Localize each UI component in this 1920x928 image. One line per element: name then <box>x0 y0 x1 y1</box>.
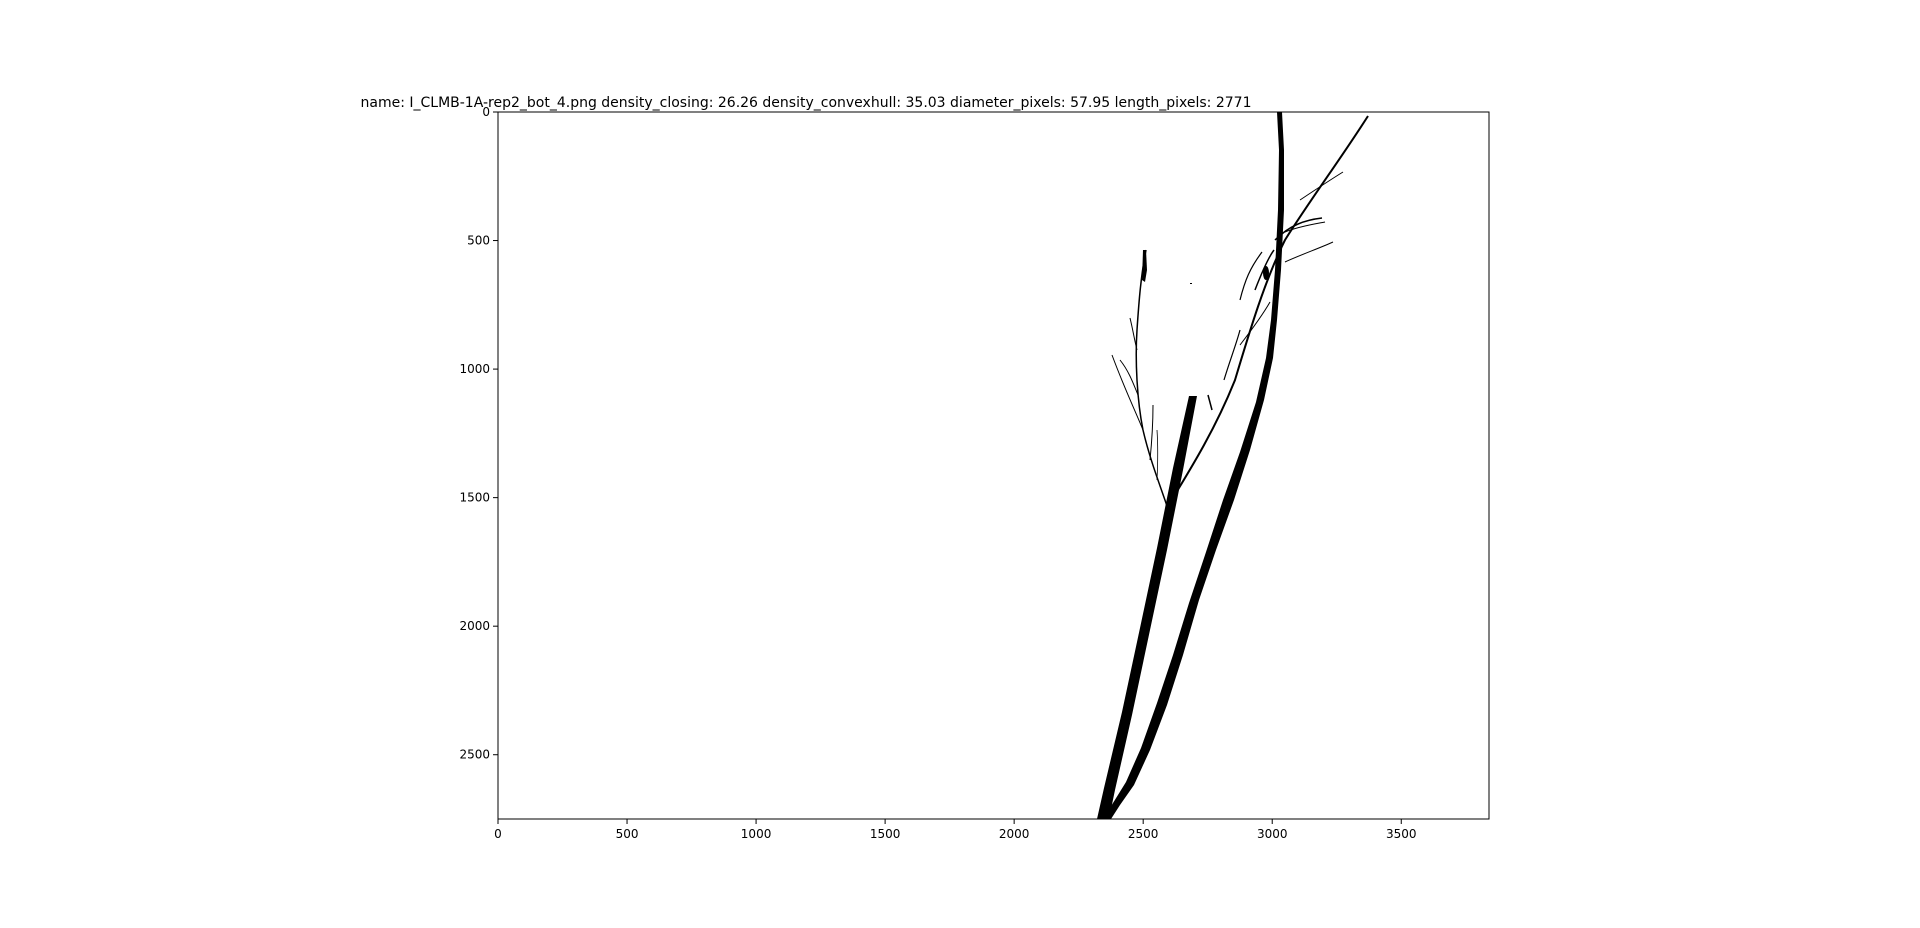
figure-title: name: I_CLMB-1A-rep2_bot_4.png density_c… <box>361 95 1252 111</box>
root-thin-branch-left <box>1135 249 1168 507</box>
y-tick-label: 0 <box>482 105 490 119</box>
root-lateral-left-2 <box>1119 359 1139 396</box>
root-thin-branch-right <box>1167 115 1369 507</box>
root-lateral-right-6 <box>1254 249 1275 291</box>
x-tick-label: 500 <box>616 827 639 841</box>
root-lateral-right-8 <box>1223 329 1241 381</box>
root-lateral-right-3 <box>1299 171 1344 201</box>
y-tick-label: 500 <box>467 234 490 248</box>
x-tick-label: 3000 <box>1257 827 1288 841</box>
x-tick-label: 1500 <box>870 827 901 841</box>
root-mask-image <box>1097 112 1369 819</box>
root-lateral-right-2 <box>1284 221 1326 233</box>
plot-frame <box>497 111 1490 820</box>
root-lateral-left-5 <box>1156 429 1159 481</box>
root-lateral-right-9 <box>1207 394 1213 411</box>
x-tick-label: 2500 <box>1128 827 1159 841</box>
root-node <box>1263 266 1269 280</box>
root-lateral-right-4 <box>1284 241 1334 263</box>
speck <box>1190 283 1192 284</box>
x-tick-label: 2000 <box>999 827 1030 841</box>
x-axis: 0 500 1000 1500 2000 2500 3000 3500 <box>494 819 1417 841</box>
y-tick-label: 2500 <box>459 748 490 762</box>
y-tick-label: 1000 <box>459 362 490 376</box>
root-lateral-left-1 <box>1111 354 1144 431</box>
y-axis: 0 500 1000 1500 2000 2500 <box>459 105 498 762</box>
root-lateral-left-4 <box>1149 404 1154 461</box>
root-lateral-right-7 <box>1239 251 1263 301</box>
root-lateral-left-3 <box>1129 317 1138 351</box>
y-tick-label: 2000 <box>459 619 490 633</box>
root-tip-left <box>1142 250 1147 282</box>
x-tick-label: 3500 <box>1386 827 1417 841</box>
root-straight-thick <box>1097 396 1197 819</box>
x-tick-label: 0 <box>494 827 502 841</box>
x-tick-label: 1000 <box>741 827 772 841</box>
y-tick-label: 1500 <box>459 491 490 505</box>
plot-background <box>498 112 1489 819</box>
root-lateral-right-1 <box>1274 217 1323 241</box>
root-lateral-right-5 <box>1239 301 1271 346</box>
